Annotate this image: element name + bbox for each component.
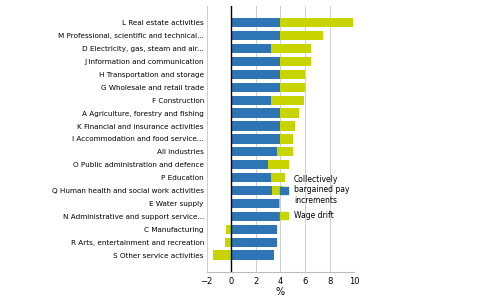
Bar [231, 44, 271, 53]
Bar [280, 70, 305, 79]
Bar [280, 108, 299, 118]
Bar [231, 70, 280, 79]
Bar [277, 147, 293, 156]
Bar [280, 121, 295, 131]
Bar [231, 108, 280, 118]
Bar [231, 57, 280, 66]
Bar [279, 199, 280, 208]
Bar [213, 250, 231, 260]
Bar [231, 212, 280, 221]
Bar [231, 199, 279, 208]
Bar [272, 186, 283, 195]
Legend: Collectively
bargained pay
increments, Wage drift: Collectively bargained pay increments, W… [278, 173, 352, 222]
Bar [268, 160, 289, 169]
Bar [231, 186, 272, 195]
Bar [231, 173, 271, 182]
Bar [231, 147, 277, 156]
Bar [271, 44, 311, 53]
Bar [231, 31, 280, 40]
Bar [280, 18, 353, 27]
Bar [231, 83, 280, 92]
Bar [231, 225, 277, 234]
Bar [271, 95, 304, 105]
Bar [280, 31, 324, 40]
Bar [280, 57, 311, 66]
Bar [226, 225, 231, 234]
Bar [271, 173, 285, 182]
Bar [231, 250, 275, 260]
X-axis label: %: % [276, 287, 285, 297]
Bar [280, 134, 293, 143]
Bar [280, 83, 305, 92]
Bar [231, 237, 277, 247]
Bar [231, 121, 280, 131]
Bar [231, 160, 268, 169]
Bar [231, 95, 271, 105]
Bar [231, 134, 280, 143]
Bar [231, 18, 280, 27]
Bar [225, 237, 231, 247]
